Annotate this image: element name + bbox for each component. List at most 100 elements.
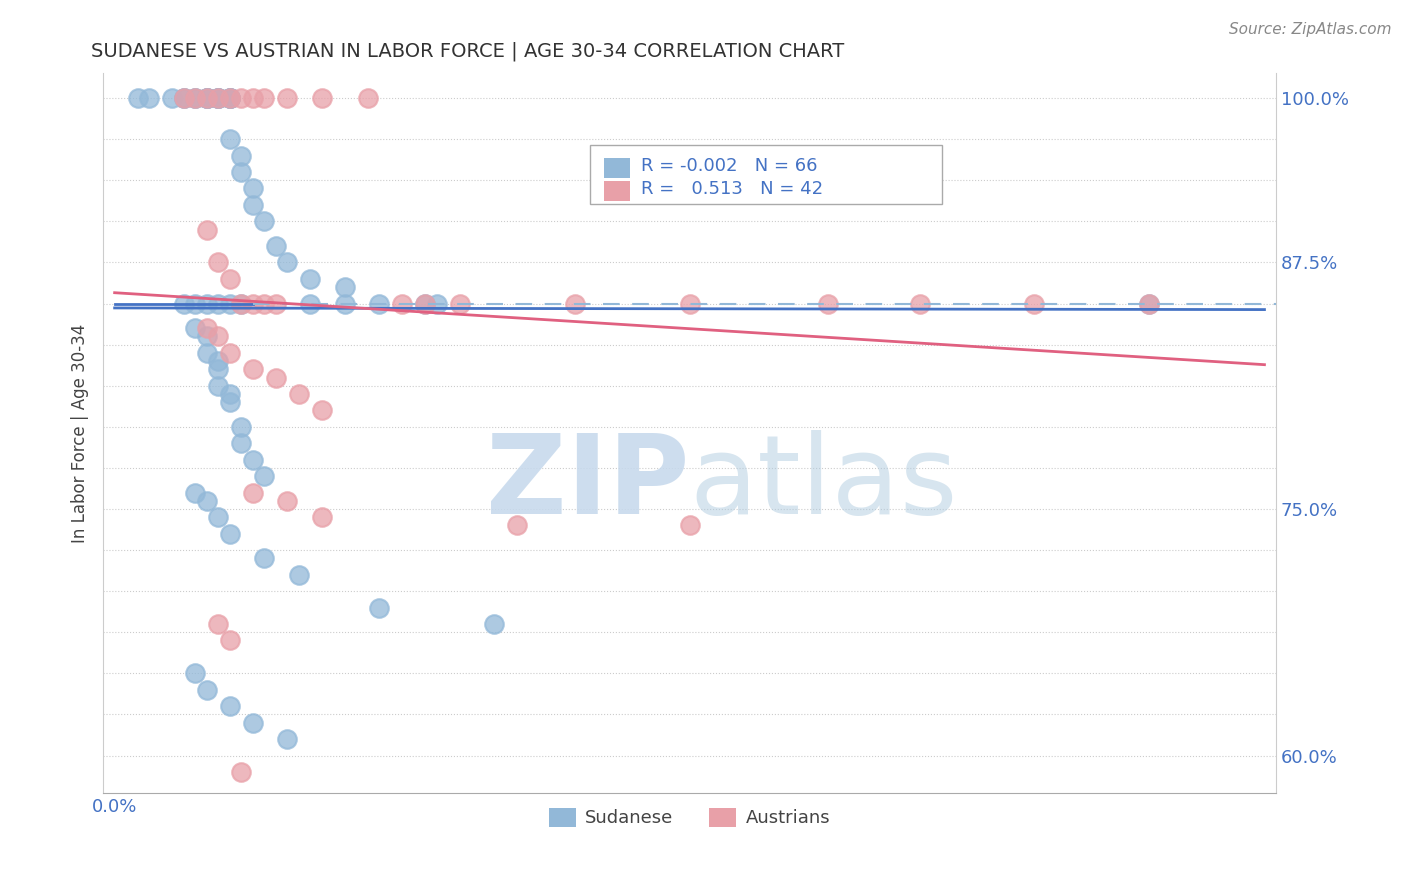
Point xyxy=(218,91,240,105)
Point xyxy=(242,452,264,467)
Point xyxy=(195,91,218,105)
Point xyxy=(229,436,252,450)
Point xyxy=(195,682,218,697)
Point xyxy=(229,296,252,310)
Point xyxy=(506,518,529,533)
Point xyxy=(207,354,229,368)
Point xyxy=(242,91,264,105)
Point xyxy=(173,91,195,105)
Point xyxy=(195,493,218,508)
Point xyxy=(207,329,229,343)
Point xyxy=(207,91,229,105)
Point xyxy=(195,296,218,310)
Point xyxy=(333,280,356,294)
Point xyxy=(311,403,333,417)
Point xyxy=(195,91,218,105)
Point xyxy=(195,321,218,335)
Point xyxy=(242,181,264,195)
Point xyxy=(138,91,160,105)
Point xyxy=(426,296,449,310)
Point xyxy=(276,493,298,508)
Point xyxy=(207,91,229,105)
Point xyxy=(229,296,252,310)
Point xyxy=(195,222,218,236)
Point xyxy=(207,91,229,105)
Point xyxy=(207,91,229,105)
Point xyxy=(253,469,276,483)
Point xyxy=(678,296,700,310)
Text: R =   0.513   N = 42: R = 0.513 N = 42 xyxy=(641,180,824,198)
Point xyxy=(449,296,471,310)
Point xyxy=(207,378,229,392)
Point xyxy=(1139,296,1161,310)
Point xyxy=(207,296,229,310)
Point xyxy=(160,91,183,105)
Point xyxy=(184,91,207,105)
Point xyxy=(218,395,240,409)
Point xyxy=(195,91,218,105)
Text: R = -0.002   N = 66: R = -0.002 N = 66 xyxy=(641,157,818,176)
Point xyxy=(207,91,229,105)
Point xyxy=(253,91,276,105)
Point xyxy=(229,165,252,179)
Point xyxy=(173,91,195,105)
Point xyxy=(218,387,240,401)
Point xyxy=(1139,296,1161,310)
Point xyxy=(253,214,276,228)
Point xyxy=(368,600,391,615)
Point xyxy=(195,329,218,343)
Point xyxy=(817,296,839,310)
Point xyxy=(242,296,264,310)
Point xyxy=(299,296,322,310)
Point xyxy=(229,91,252,105)
Point xyxy=(207,617,229,632)
Point xyxy=(184,666,207,681)
Point xyxy=(218,633,240,648)
Point xyxy=(242,362,264,376)
Point xyxy=(207,255,229,269)
Point xyxy=(908,296,931,310)
Point xyxy=(564,296,586,310)
Point xyxy=(173,91,195,105)
Bar xyxy=(605,181,630,201)
Point xyxy=(207,510,229,524)
Y-axis label: In Labor Force | Age 30-34: In Labor Force | Age 30-34 xyxy=(72,324,89,543)
Point xyxy=(678,518,700,533)
Point xyxy=(184,321,207,335)
Text: ZIP: ZIP xyxy=(486,430,689,537)
Point xyxy=(242,485,264,500)
Point xyxy=(311,91,333,105)
Point xyxy=(1024,296,1046,310)
Text: Source: ZipAtlas.com: Source: ZipAtlas.com xyxy=(1229,22,1392,37)
Point xyxy=(218,699,240,714)
Point xyxy=(218,296,240,310)
Point xyxy=(276,732,298,747)
Point xyxy=(413,296,436,310)
Point xyxy=(218,132,240,146)
Point xyxy=(218,526,240,541)
Point xyxy=(356,91,378,105)
Point xyxy=(229,419,252,434)
Point xyxy=(184,91,207,105)
Point xyxy=(229,148,252,162)
Point xyxy=(229,764,252,779)
Point xyxy=(368,296,391,310)
Point xyxy=(242,198,264,212)
Point xyxy=(264,239,287,253)
Text: SUDANESE VS AUSTRIAN IN LABOR FORCE | AGE 30-34 CORRELATION CHART: SUDANESE VS AUSTRIAN IN LABOR FORCE | AG… xyxy=(91,42,845,62)
Text: atlas: atlas xyxy=(689,430,957,537)
Point xyxy=(127,91,149,105)
Point xyxy=(173,296,195,310)
Bar xyxy=(605,158,630,178)
Point xyxy=(391,296,413,310)
Point xyxy=(184,485,207,500)
Point xyxy=(218,91,240,105)
Point xyxy=(218,91,240,105)
Point xyxy=(184,296,207,310)
Point xyxy=(195,91,218,105)
Point xyxy=(218,346,240,360)
Point xyxy=(184,91,207,105)
Point xyxy=(195,91,218,105)
Point xyxy=(276,255,298,269)
Point xyxy=(311,510,333,524)
